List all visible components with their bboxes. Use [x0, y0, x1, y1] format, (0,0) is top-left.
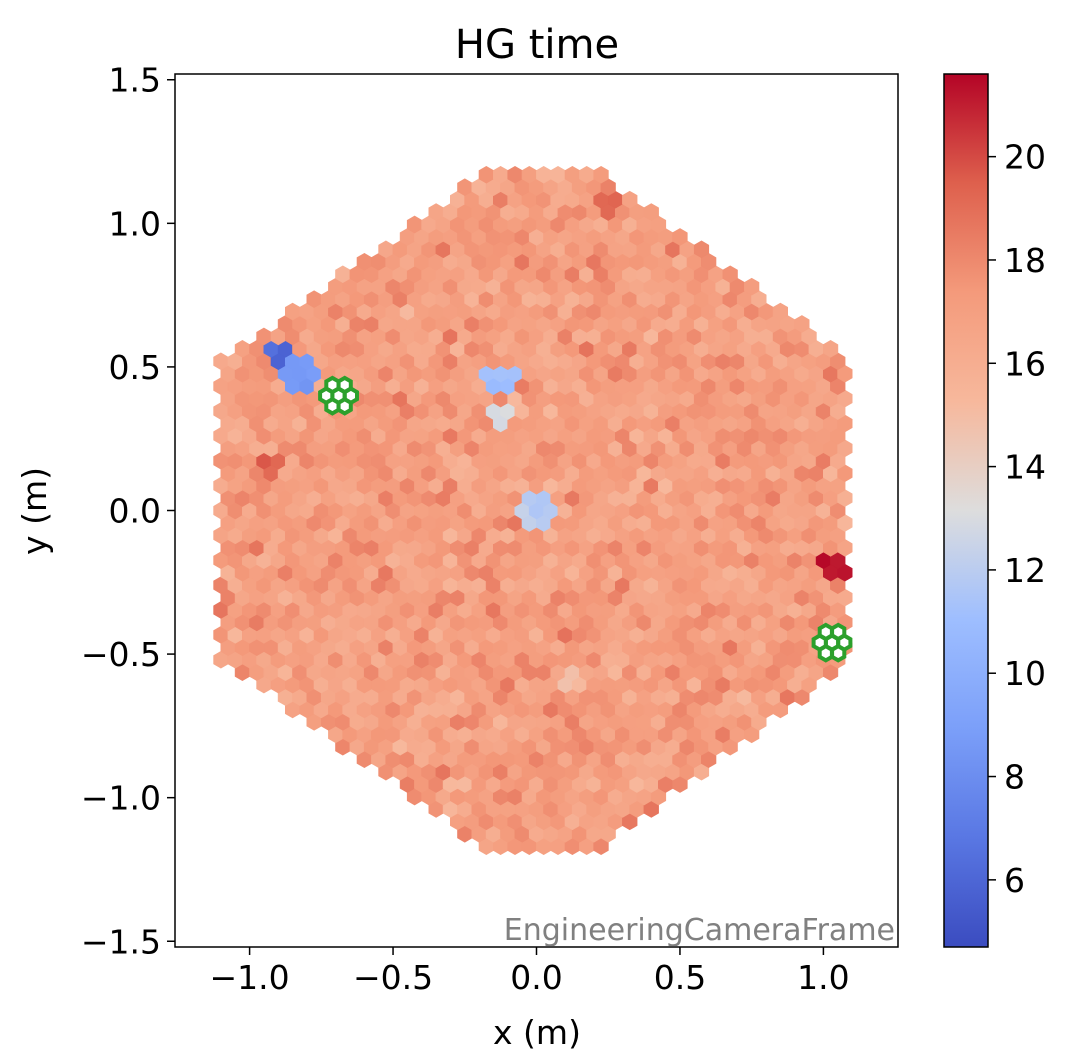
masked-pixel — [336, 396, 353, 416]
camera-pixel — [593, 165, 609, 184]
masked-pixel — [830, 622, 847, 642]
x-tick-label: −1.0 — [210, 958, 290, 997]
colorbar-tick-label: 12 — [1004, 551, 1046, 590]
plot-area: EngineeringCameraFrame — [174, 73, 899, 948]
x-tick-label: 1.0 — [797, 958, 849, 997]
y-tick-label: −0.5 — [81, 635, 161, 674]
x-tick-label: −0.5 — [353, 958, 433, 997]
colorbar-ticks: 6 8 10 12 14 16 18 20 — [988, 138, 1046, 900]
camera-pixel — [794, 315, 810, 333]
masked-pixel — [830, 643, 847, 663]
colorbar-tick-label: 10 — [1004, 654, 1046, 693]
colorbar-gradient — [943, 73, 989, 948]
chart-title: HG time — [455, 22, 619, 68]
colorbar: 6 8 10 12 14 16 18 20 — [943, 73, 1046, 948]
y-axis: −1.5 −1.0 −0.5 0.0 0.5 1.0 1.5 — [81, 61, 175, 961]
colorbar-tick-label: 18 — [1004, 241, 1046, 280]
colorbar-tick-label: 14 — [1004, 448, 1046, 487]
camera-pixel — [672, 228, 688, 246]
camera-pixel — [622, 190, 638, 209]
y-tick-label: 1.5 — [109, 61, 161, 100]
y-tick-label: −1.5 — [81, 922, 161, 961]
masked-pixel — [817, 643, 834, 663]
masked-module — [811, 622, 853, 663]
colorbar-tick-label: 20 — [1004, 138, 1046, 177]
y-tick-label: 0.0 — [109, 492, 161, 531]
camera-pixel — [822, 340, 839, 358]
camera-pixel — [772, 302, 789, 321]
x-axis: −1.0 −0.5 0.0 0.5 1.0 — [210, 947, 850, 997]
masked-module — [318, 375, 359, 416]
camera-pixels — [213, 165, 853, 856]
y-tick-label: 0.5 — [109, 348, 161, 387]
x-axis-label: x (m) — [493, 1013, 581, 1052]
y-axis-label: y (m) — [15, 467, 54, 555]
colorbar-tick-label: 6 — [1004, 861, 1025, 900]
masked-modules — [318, 375, 853, 663]
colorbar-tick-label: 16 — [1004, 344, 1046, 383]
x-tick-label: 0.0 — [510, 958, 562, 997]
y-tick-label: 1.0 — [109, 204, 161, 243]
camera-pixel — [643, 203, 659, 221]
frame-label: EngineeringCameraFrame — [504, 913, 895, 948]
y-tick-label: −1.0 — [81, 779, 161, 818]
camera-pixel — [722, 265, 738, 284]
colorbar-tick-label: 8 — [1004, 758, 1025, 797]
camera-pixel — [693, 240, 710, 259]
x-tick-label: 0.5 — [654, 958, 706, 997]
camera-pixel — [744, 277, 760, 296]
